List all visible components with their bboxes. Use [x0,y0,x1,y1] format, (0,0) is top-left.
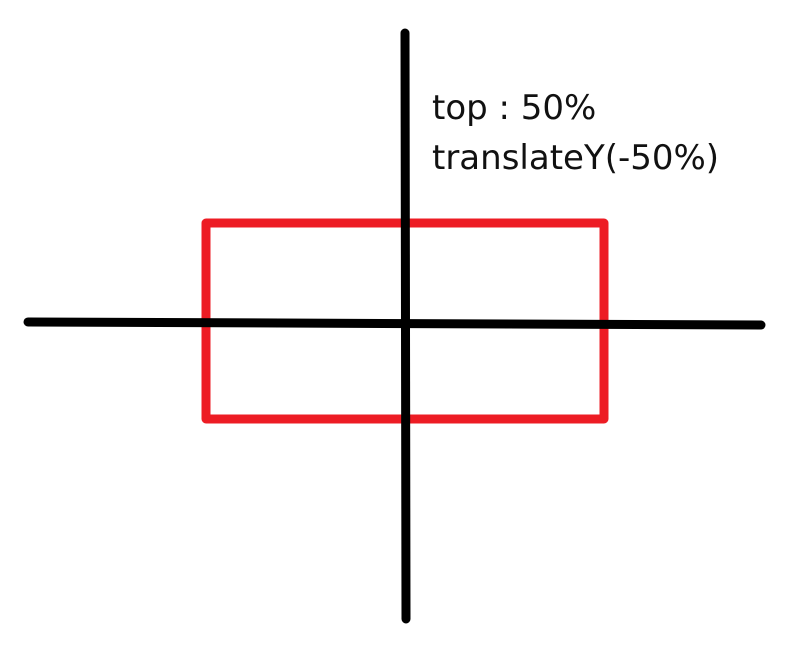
annotation-translate-y: translateY(-50%) [432,138,720,178]
annotation-top-50: top : 50% [432,88,597,128]
vertical-axis [400,28,411,624]
horizontal-axis [23,317,766,330]
